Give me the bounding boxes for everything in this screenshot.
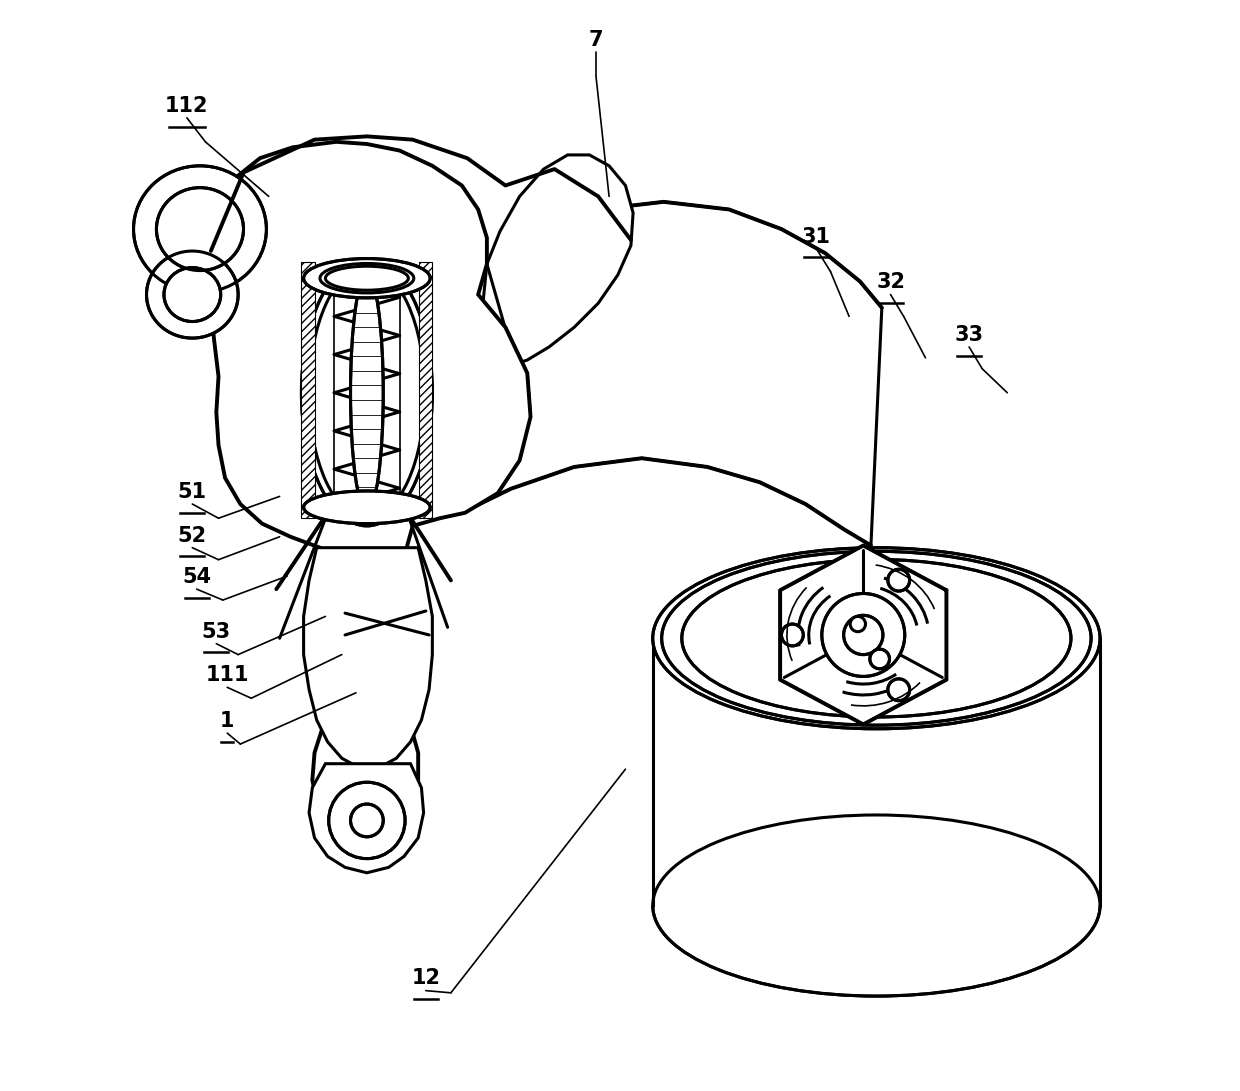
Text: 32: 32 bbox=[877, 273, 905, 292]
Polygon shape bbox=[391, 260, 487, 513]
Circle shape bbox=[781, 624, 804, 646]
Polygon shape bbox=[461, 202, 882, 546]
Text: 33: 33 bbox=[955, 325, 983, 345]
Text: 7: 7 bbox=[589, 31, 603, 50]
Text: 51: 51 bbox=[177, 482, 207, 502]
Ellipse shape bbox=[662, 551, 1091, 726]
Text: 112: 112 bbox=[165, 96, 208, 116]
Ellipse shape bbox=[304, 491, 430, 524]
Text: 1: 1 bbox=[219, 711, 234, 731]
Ellipse shape bbox=[351, 275, 383, 511]
Circle shape bbox=[351, 804, 383, 837]
Polygon shape bbox=[211, 142, 531, 835]
Polygon shape bbox=[419, 262, 433, 518]
Text: 111: 111 bbox=[206, 666, 249, 685]
Circle shape bbox=[888, 570, 910, 591]
Polygon shape bbox=[301, 262, 315, 518]
Ellipse shape bbox=[652, 548, 1100, 729]
Circle shape bbox=[329, 782, 405, 859]
Polygon shape bbox=[241, 264, 345, 515]
Ellipse shape bbox=[652, 815, 1100, 996]
Polygon shape bbox=[487, 155, 634, 417]
Ellipse shape bbox=[156, 188, 243, 271]
Ellipse shape bbox=[146, 251, 238, 338]
Ellipse shape bbox=[134, 166, 267, 292]
Circle shape bbox=[888, 679, 910, 700]
Text: 54: 54 bbox=[182, 567, 211, 587]
Ellipse shape bbox=[304, 259, 430, 298]
Text: 31: 31 bbox=[802, 227, 831, 247]
Circle shape bbox=[869, 649, 889, 669]
Circle shape bbox=[851, 616, 866, 632]
Polygon shape bbox=[652, 638, 1100, 906]
Text: 52: 52 bbox=[177, 526, 207, 546]
Text: 53: 53 bbox=[202, 622, 231, 642]
Circle shape bbox=[822, 594, 905, 676]
Polygon shape bbox=[304, 548, 433, 769]
Circle shape bbox=[843, 615, 883, 655]
Ellipse shape bbox=[164, 267, 221, 322]
Ellipse shape bbox=[301, 260, 433, 526]
Ellipse shape bbox=[682, 560, 1071, 717]
Polygon shape bbox=[780, 546, 946, 724]
Text: 12: 12 bbox=[412, 969, 440, 988]
Polygon shape bbox=[309, 764, 424, 873]
